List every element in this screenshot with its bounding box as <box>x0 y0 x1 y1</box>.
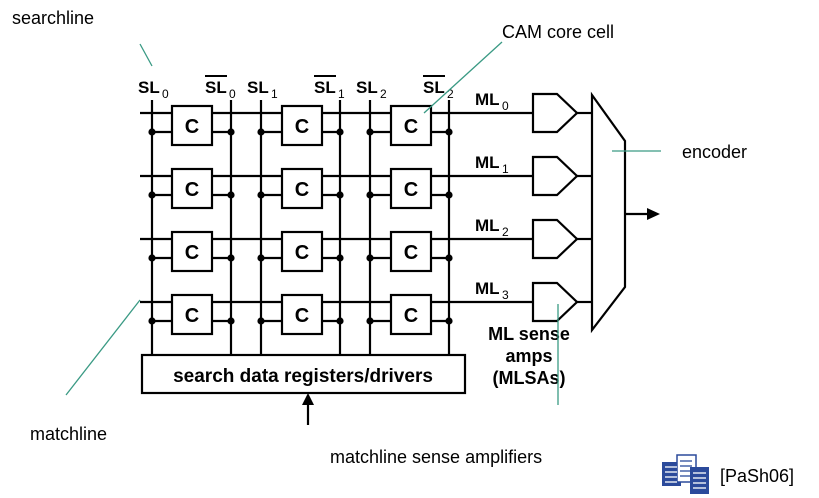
matchline-subscript: 0 <box>502 99 509 113</box>
junction-dot <box>227 191 235 199</box>
matchline-label: ML <box>475 279 500 298</box>
junction-dot <box>366 317 374 325</box>
cam-cell-label: C <box>404 242 418 264</box>
junction-dot <box>257 191 265 199</box>
cam-cell-leader <box>423 41 503 114</box>
doc-front <box>690 467 709 494</box>
junction-dot <box>366 254 374 262</box>
junction-dot <box>148 191 156 199</box>
junction-dot <box>366 128 374 136</box>
junction-dot <box>445 191 453 199</box>
searchline-label: SL 1 <box>314 75 345 101</box>
searchline-leader <box>139 43 153 67</box>
junction-dot <box>257 128 265 136</box>
cam-cell <box>280 293 324 336</box>
junction-dot <box>366 191 374 199</box>
encoder-annotation: encoder <box>682 142 747 162</box>
mlsa-label: (MLSAs) <box>493 368 566 388</box>
junction-dot <box>336 191 344 199</box>
searchline-label-text: SL <box>314 78 336 97</box>
searchline-annotation: searchline <box>12 8 94 28</box>
searchline-label: SL 1 <box>247 78 278 101</box>
cam-cell-label: C <box>295 116 309 138</box>
searchline-label: SL 0 <box>138 78 169 101</box>
matchline-subscript: 1 <box>502 162 509 176</box>
cam-cell <box>280 167 324 210</box>
cam-cell-label: C <box>404 116 418 138</box>
cam-cell-label: C <box>185 179 199 201</box>
searchline-subscript: 2 <box>380 87 387 101</box>
matchline-label: ML <box>475 216 500 235</box>
junction-dot <box>445 254 453 262</box>
ml-sense-amp <box>531 281 579 323</box>
cam-cell <box>170 167 214 210</box>
cam-cell <box>170 104 214 147</box>
matchline-annotation: matchline <box>30 424 107 444</box>
citation-label: [PaSh06] <box>720 466 794 486</box>
cam-cell-label: C <box>185 305 199 327</box>
cam-cell-label: C <box>295 305 309 327</box>
encoder <box>590 91 627 334</box>
junction-dot <box>148 317 156 325</box>
cam-cell-label: C <box>295 179 309 201</box>
searchline-label: SL 2 <box>356 78 387 101</box>
document-stack-icon <box>662 454 709 494</box>
ml-sense-amp <box>531 218 579 260</box>
junction-dot <box>336 128 344 136</box>
cam-cell-label: C <box>404 179 418 201</box>
searchline-subscript: 1 <box>271 87 278 101</box>
junction-dot <box>227 254 235 262</box>
junction-dot <box>445 317 453 325</box>
junction-dot <box>336 254 344 262</box>
mlsa-label: amps <box>505 346 552 366</box>
searchline-subscript: 0 <box>229 87 236 101</box>
searchline-subscript: 1 <box>338 87 345 101</box>
matchline-sense-amplifiers-annotation: matchline sense amplifiers <box>330 447 542 467</box>
cam-cell <box>170 293 214 336</box>
search-data-registers-label: search data registers/drivers <box>173 366 433 387</box>
searchline-label: SL 0 <box>205 75 236 101</box>
junction-dot <box>445 128 453 136</box>
searchline-label-text: SL <box>247 78 269 97</box>
cam-cell <box>389 230 433 273</box>
cam-cell-label: C <box>185 242 199 264</box>
cam-cell-label: C <box>295 242 309 264</box>
matchline-subscript: 3 <box>502 288 509 302</box>
mlsa-label: ML sense <box>488 324 570 344</box>
cam-core-cell-annotation: CAM core cell <box>502 22 614 42</box>
cam-cell <box>170 230 214 273</box>
searchline-subscript: 0 <box>162 87 169 101</box>
searchline-label: SL 2 <box>423 75 454 101</box>
searchline-subscript: 2 <box>447 87 454 101</box>
matchline-subscript: 2 <box>502 225 509 239</box>
ml-sense-amp <box>531 155 579 197</box>
junction-dot <box>148 128 156 136</box>
matchline-label: ML <box>475 153 500 172</box>
matchline-label: ML <box>475 90 500 109</box>
searchline-label-text: SL <box>356 78 378 97</box>
searchline-label-text: SL <box>138 78 160 97</box>
cam-cell <box>389 167 433 210</box>
search-data-registers-box <box>140 353 467 395</box>
junction-dot <box>336 317 344 325</box>
output-arrow-icon <box>647 208 660 220</box>
searchline-label-text: SL <box>205 78 227 97</box>
cam-cell <box>280 104 324 147</box>
cam-cell-label: C <box>404 305 418 327</box>
cam-cell <box>280 230 324 273</box>
input-arrow-icon <box>302 393 314 405</box>
cam-cell <box>389 293 433 336</box>
junction-dot <box>148 254 156 262</box>
junction-dot <box>257 254 265 262</box>
matchline-leader <box>65 299 141 396</box>
searchline-label-text: SL <box>423 78 445 97</box>
ml-sense-amp <box>531 92 579 134</box>
junction-dot <box>227 128 235 136</box>
junction-dot <box>257 317 265 325</box>
cam-cell-label: C <box>185 116 199 138</box>
junction-dot <box>227 317 235 325</box>
